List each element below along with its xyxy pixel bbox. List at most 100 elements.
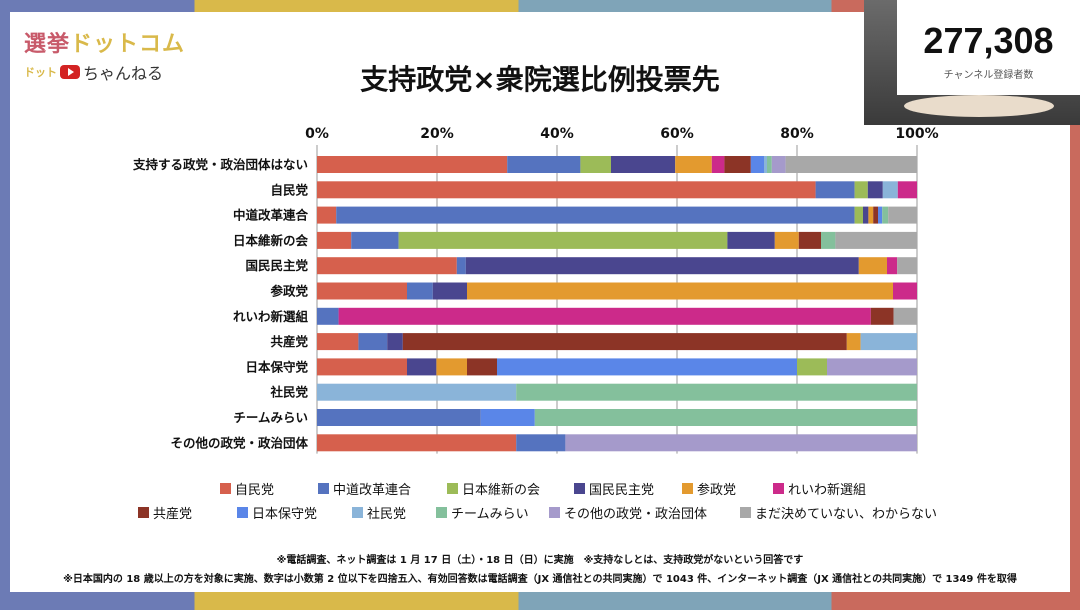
bar-segment [465, 257, 859, 275]
category-label: その他の政党・政治団体 [170, 435, 308, 450]
legend-item: 社民党 [352, 503, 406, 522]
bar-segment [580, 156, 611, 173]
bar-segment [771, 156, 786, 173]
bar-segment [317, 434, 517, 452]
legend-label: 自民党 [235, 483, 275, 498]
bar-segment [868, 206, 874, 224]
bar-segment [887, 257, 898, 275]
legend-swatch [773, 483, 784, 494]
bar-segment [785, 156, 917, 173]
bar-segment [827, 358, 917, 376]
chart-title: 支持政党×衆院選比例投票先 [360, 63, 720, 96]
bar-segment [675, 156, 712, 173]
bar-segment [727, 231, 775, 249]
bar-segment [750, 156, 764, 173]
legend-swatch [237, 507, 248, 518]
legend-item: 参政党 [682, 479, 736, 498]
bar-segment [863, 206, 869, 224]
legend-label: 参政党 [697, 483, 737, 498]
bar-segment [870, 307, 894, 325]
subscriber-label: チャンネル登録者数 [943, 70, 1034, 81]
legend-item: 国民民主党 [574, 479, 654, 498]
bar-segment [336, 206, 855, 224]
bar-segment [565, 434, 917, 452]
logo-text: 選挙 [24, 32, 71, 57]
bar-segment [480, 409, 535, 426]
bar-segment [516, 434, 566, 452]
bar-segment [893, 307, 917, 325]
bar-segment [767, 156, 772, 173]
bar-segment [497, 358, 797, 376]
youtube-icon [60, 65, 80, 79]
bar-segment [882, 181, 898, 199]
legend-label: 日本維新の会 [462, 483, 541, 498]
bar-segment [317, 383, 517, 401]
category-label: 国民民主党 [245, 258, 308, 273]
legend-swatch [436, 507, 447, 518]
bar-segment [534, 409, 917, 426]
bar-segment [878, 206, 883, 224]
bar-segment [774, 231, 799, 249]
subscriber-count: 277,308 [923, 20, 1054, 61]
x-tick-label: 80% [780, 126, 814, 142]
bar-segment [854, 206, 863, 224]
legend-item: まだ決めていない、わからない [740, 503, 937, 522]
legend-swatch [574, 483, 585, 494]
bar-segment [432, 282, 467, 300]
bar-segment [338, 307, 871, 325]
bar-segment [797, 358, 827, 376]
bar-segment [317, 358, 407, 376]
bar-segment [724, 156, 751, 173]
bar-segment [821, 231, 836, 249]
bar-segment [846, 333, 861, 351]
category-label: れいわ新選組 [233, 309, 309, 324]
bar-segment [888, 206, 917, 224]
bar-segment [873, 206, 878, 224]
bar-segment [611, 156, 676, 173]
legend-swatch [549, 507, 560, 518]
legend-label: まだ決めていない、わからない [755, 507, 938, 522]
legend-item: れいわ新選組 [773, 479, 866, 498]
bar-segment [798, 231, 821, 249]
x-tick-label: 40% [540, 126, 574, 142]
category-label: 自民党 [270, 182, 308, 197]
legend-item: チームみらい [436, 503, 529, 522]
bar-segment [835, 231, 917, 249]
bar-segment [398, 231, 728, 249]
bar-segment [358, 333, 388, 351]
bar-segment [407, 358, 437, 376]
legend-item: その他の政党・政治団体 [549, 503, 707, 522]
category-label: 日本保守党 [245, 359, 308, 374]
legend-swatch [318, 483, 329, 494]
bar-segment [860, 333, 917, 351]
category-label: 日本維新の会 [233, 233, 309, 248]
bar-segment [858, 257, 887, 275]
channel-logo: 選挙ドットコム ドット ちゃんねる [24, 26, 185, 84]
legend-swatch [220, 483, 231, 494]
bar-segment [317, 231, 352, 249]
legend-label: チームみらい [451, 507, 529, 522]
logo-text: ドットコム [70, 32, 186, 57]
legend-label: 国民民主党 [589, 483, 655, 498]
category-label: 社民党 [269, 385, 308, 400]
bar-segment [467, 358, 497, 376]
bar-segment [897, 257, 917, 275]
x-tick-label: 60% [660, 126, 694, 142]
bar-segment [317, 409, 481, 426]
legend-item: 中道改革連合 [318, 479, 411, 498]
legend-label: その他の政党・政治団体 [564, 507, 708, 522]
legend-label: 共産党 [153, 507, 193, 522]
subscriber-counter: 277,308 チャンネル登録者数 [897, 0, 1080, 95]
bar-segment [516, 383, 917, 401]
category-label: チームみらい [233, 410, 308, 425]
legend-swatch [682, 483, 693, 494]
legend-swatch [740, 507, 751, 518]
bar-segment [407, 282, 433, 300]
footnote-1: ※電話調査、ネット調査は 1 月 17 日（土）・18 日（日）に実施 ※支持な… [276, 555, 804, 566]
x-tick-label: 0% [305, 126, 329, 142]
bar-segment [867, 181, 883, 199]
bar-segment [317, 206, 337, 224]
legend-label: 中道改革連合 [333, 483, 412, 498]
bar-segment [467, 282, 893, 300]
bar-segment [317, 307, 339, 325]
